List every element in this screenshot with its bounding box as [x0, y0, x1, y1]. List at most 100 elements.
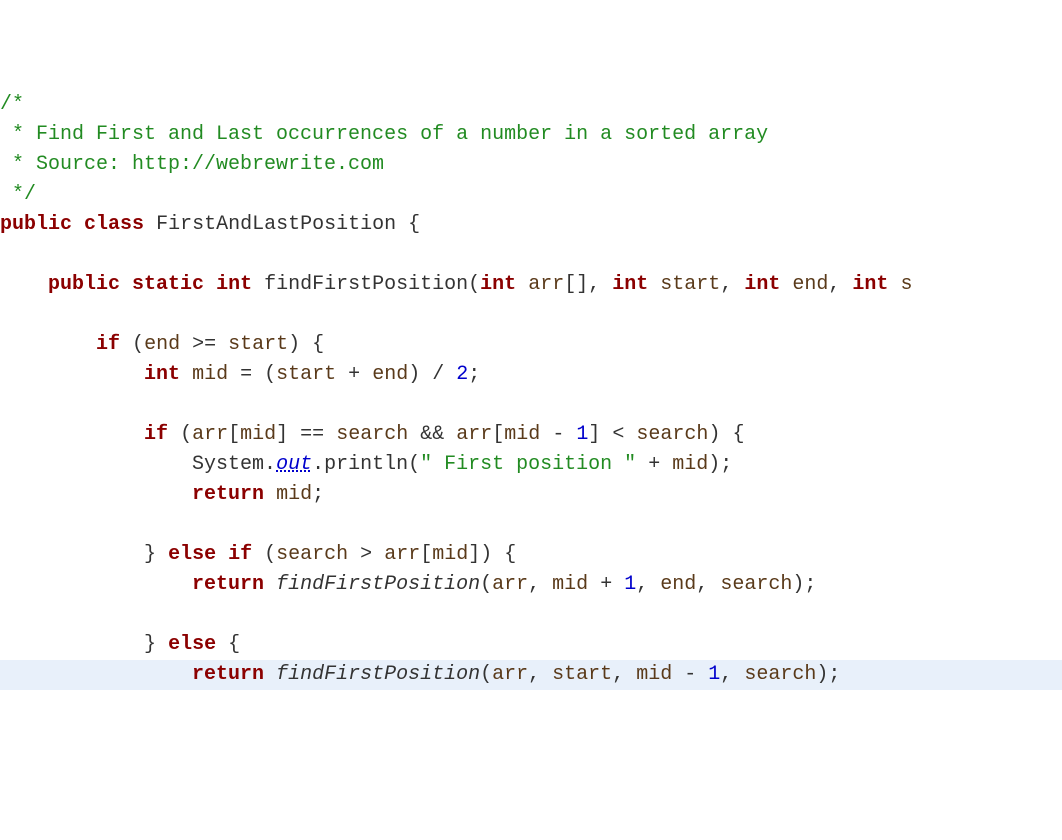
comment-open: /* [0, 93, 24, 116]
number-1: 1 [708, 663, 720, 686]
keyword-else: else [168, 543, 216, 566]
bracket-close: ] [588, 423, 600, 446]
semicolon: ; [312, 483, 324, 506]
comment-line-2: * Find First and Last occurrences of a n… [0, 123, 768, 146]
var-mid: mid [240, 423, 276, 446]
paren-open: ( [468, 273, 480, 296]
var-search: search [720, 573, 792, 596]
method-call: findFirstPosition [276, 663, 480, 686]
op-minus: - [552, 423, 564, 446]
comma: , [696, 573, 708, 596]
brace-close: } [144, 543, 156, 566]
var-search: search [636, 423, 708, 446]
paren-close: ) [816, 663, 828, 686]
field-out: out [276, 453, 312, 476]
type-int: int [480, 273, 516, 296]
op-gt: > [360, 543, 372, 566]
keyword-public: public [48, 273, 120, 296]
comma: , [720, 663, 732, 686]
semicolon: ; [468, 363, 480, 386]
comment-line-3: * Source: http://webrewrite.com [0, 153, 384, 176]
op-eqeq: == [300, 423, 324, 446]
keyword-public: public [0, 213, 72, 236]
comma: , [828, 273, 840, 296]
dot: . [264, 453, 276, 476]
keyword-else: else [168, 633, 216, 656]
op-and: && [420, 423, 444, 446]
var-arr: arr [492, 663, 528, 686]
bracket-open: [ [228, 423, 240, 446]
paren-open: ( [264, 543, 276, 566]
brackets: [] [564, 273, 588, 296]
param-arr: arr [528, 273, 564, 296]
op-plus: + [600, 573, 612, 596]
op-plus: + [648, 453, 660, 476]
var-search: search [744, 663, 816, 686]
paren-open: ( [480, 663, 492, 686]
var-start: start [228, 333, 288, 356]
comma: , [528, 573, 540, 596]
bracket-close: ] [468, 543, 480, 566]
var-start: start [552, 663, 612, 686]
brace-open: { [408, 213, 420, 236]
var-mid: mid [672, 453, 708, 476]
string-literal: " First position " [420, 453, 636, 476]
keyword-return: return [192, 483, 264, 506]
comment-close: */ [0, 183, 36, 206]
type-int: int [744, 273, 780, 296]
bracket-open: [ [492, 423, 504, 446]
keyword-return: return [192, 663, 264, 686]
var-arr: arr [456, 423, 492, 446]
comma: , [636, 573, 648, 596]
op-plus: + [348, 363, 360, 386]
type-int: int [612, 273, 648, 296]
keyword-if: if [96, 333, 120, 356]
param-s: s [900, 273, 912, 296]
comma: , [528, 663, 540, 686]
paren-close: ) [408, 363, 420, 386]
class-system: System [192, 453, 264, 476]
number-2: 2 [456, 363, 468, 386]
brace-open: { [504, 543, 516, 566]
comma: , [612, 663, 624, 686]
paren-open: ( [132, 333, 144, 356]
brace-close: } [144, 633, 156, 656]
paren-open: ( [180, 423, 192, 446]
paren-close: ) [708, 453, 720, 476]
highlighted-line: return findFirstPosition(arr, start, mid… [0, 660, 1062, 690]
brace-open: { [732, 423, 744, 446]
code-editor: /* * Find First and Last occurrences of … [0, 90, 1062, 690]
var-end: end [372, 363, 408, 386]
semicolon: ; [804, 573, 816, 596]
var-mid: mid [192, 363, 228, 386]
bracket-open: [ [420, 543, 432, 566]
keyword-return: return [192, 573, 264, 596]
paren-open: ( [480, 573, 492, 596]
var-mid: mid [276, 483, 312, 506]
paren-close: ) [288, 333, 300, 356]
bracket-close: ] [276, 423, 288, 446]
var-mid: mid [432, 543, 468, 566]
type-int: int [216, 273, 252, 296]
op-ge: >= [192, 333, 216, 356]
var-arr: arr [192, 423, 228, 446]
var-start: start [276, 363, 336, 386]
paren-close: ) [708, 423, 720, 446]
op-div: / [432, 363, 444, 386]
var-mid: mid [636, 663, 672, 686]
type-int: int [144, 363, 180, 386]
op-lt: < [612, 423, 624, 446]
var-search: search [276, 543, 348, 566]
comma: , [720, 273, 732, 296]
semicolon: ; [828, 663, 840, 686]
paren-close: ) [480, 543, 492, 566]
paren-close: ) [792, 573, 804, 596]
type-int: int [852, 273, 888, 296]
var-search: search [336, 423, 408, 446]
keyword-if: if [144, 423, 168, 446]
op-minus: - [684, 663, 696, 686]
dot: . [312, 453, 324, 476]
var-end: end [660, 573, 696, 596]
var-end: end [144, 333, 180, 356]
paren-open: ( [408, 453, 420, 476]
